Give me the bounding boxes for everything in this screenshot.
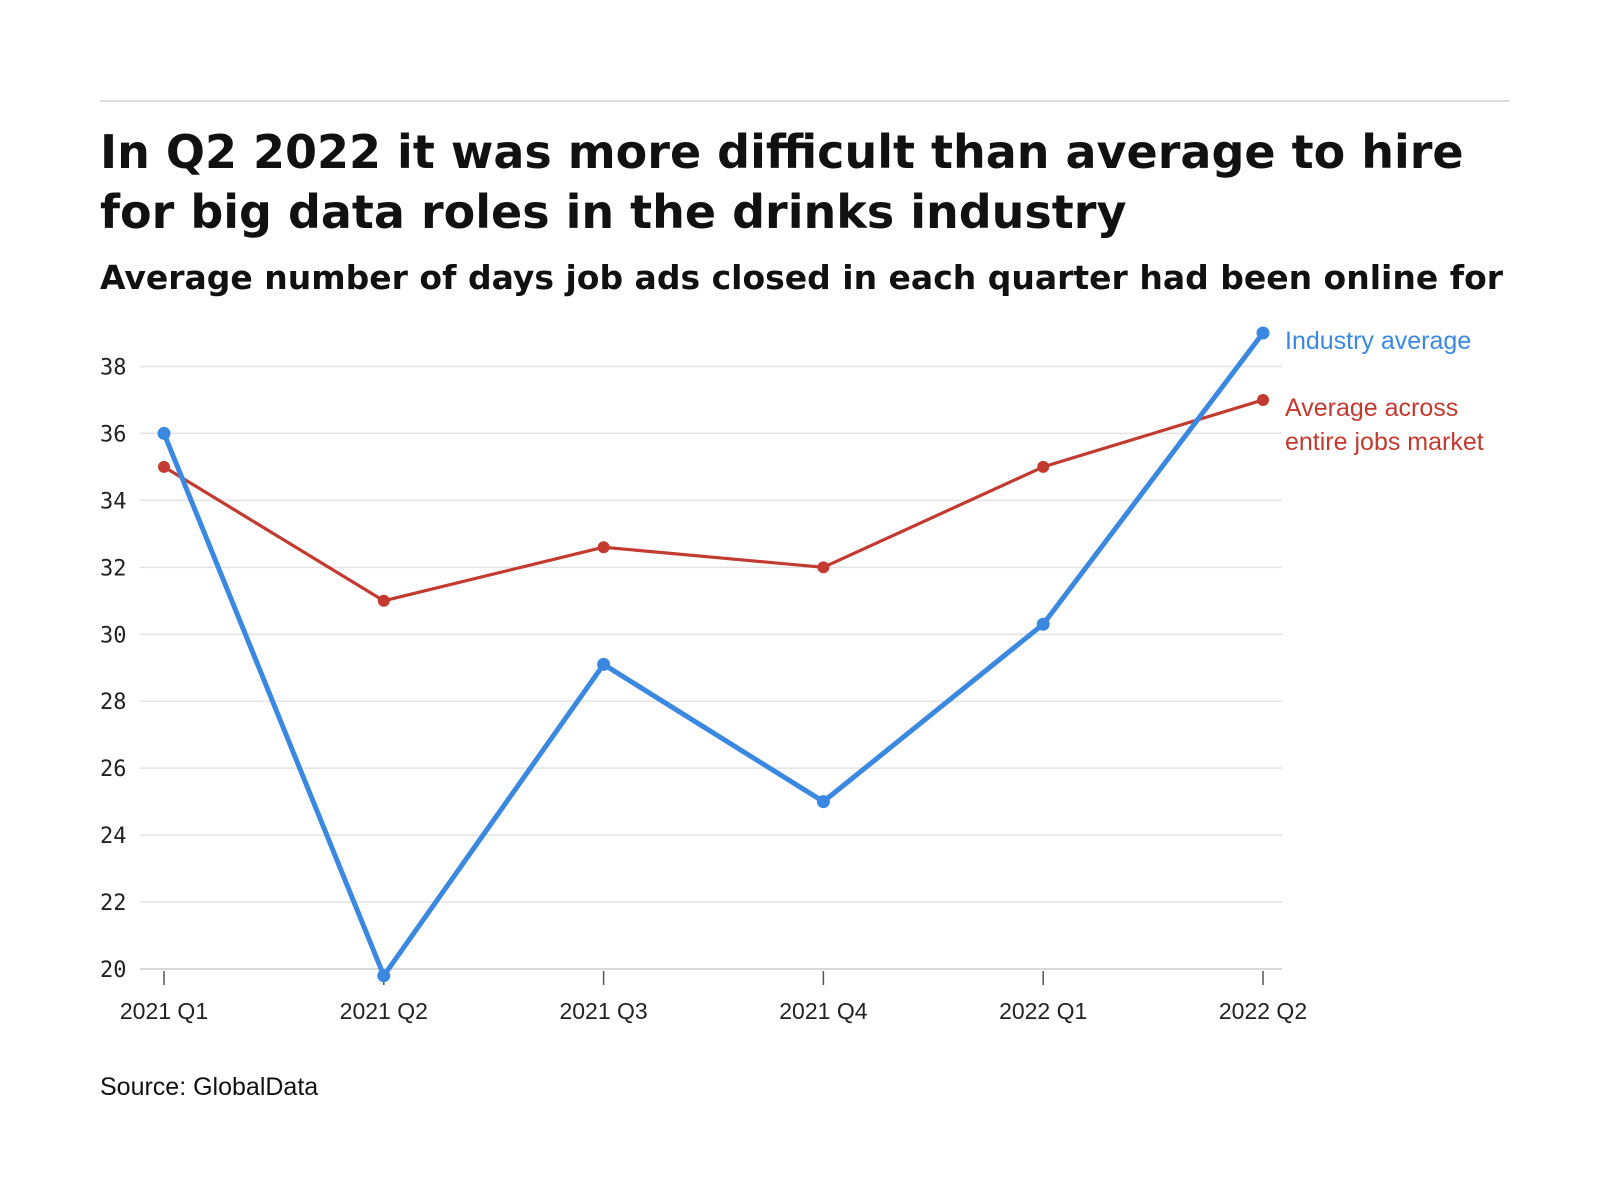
series-label: Industry average — [1285, 327, 1471, 355]
data-point — [1256, 326, 1270, 340]
top-rule — [100, 100, 1510, 102]
data-point — [1257, 393, 1269, 406]
source-note: Source: GlobalData — [100, 1073, 319, 1101]
y-tick-label: 20 — [100, 958, 127, 983]
y-tick-label: 26 — [100, 757, 127, 782]
x-tick-label: 2022 Q2 — [1219, 998, 1307, 1024]
y-axis: 20 22 24 26 28 30 32 34 36 38 — [100, 355, 127, 983]
y-tick-label: 38 — [100, 355, 127, 380]
data-point — [597, 657, 611, 671]
data-point — [1036, 617, 1050, 631]
y-tick-label: 28 — [100, 690, 127, 715]
x-axis: 2021 Q1 2021 Q2 2021 Q3 2021 Q4 2022 Q1 2022 … — [120, 971, 1307, 1024]
y-tick-label: 36 — [100, 422, 127, 447]
x-tick-label: 2021 Q2 — [340, 998, 428, 1024]
y-tick-label: 22 — [100, 891, 127, 916]
series-line — [161, 330, 1266, 979]
data-point — [157, 426, 171, 440]
data-point — [1037, 460, 1050, 473]
data-point — [158, 460, 170, 473]
x-tick-label: 2021 Q1 — [120, 998, 208, 1024]
chart-title: In Q2 2022 it was more difficult than av… — [100, 125, 1464, 239]
y-tick-label: 30 — [100, 623, 127, 648]
x-tick-label: 2022 Q1 — [999, 998, 1087, 1024]
data-point — [817, 561, 830, 574]
series-label: Average across entire jobs market — [1285, 394, 1484, 456]
gridlines — [140, 365, 1282, 970]
data-point — [597, 541, 610, 554]
y-tick-label: 34 — [100, 489, 127, 514]
y-tick-label: 32 — [100, 556, 127, 581]
chart-subtitle: Average number of days job ads closed in… — [100, 258, 1504, 297]
series-label-line: entire jobs market — [1285, 428, 1484, 456]
data-point — [816, 795, 830, 809]
series-line — [162, 398, 1265, 603]
y-tick-label: 24 — [100, 824, 127, 849]
series-group — [157, 326, 1270, 983]
x-tick-label: 2021 Q4 — [779, 998, 867, 1024]
series-label-line: Industry average — [1285, 327, 1471, 355]
data-point — [377, 969, 391, 983]
series-labels: Industry average Average across entire job… — [1285, 327, 1484, 456]
series-label-line: Average across — [1285, 394, 1458, 422]
x-tick-label: 2021 Q3 — [559, 998, 647, 1024]
data-point — [377, 594, 390, 607]
